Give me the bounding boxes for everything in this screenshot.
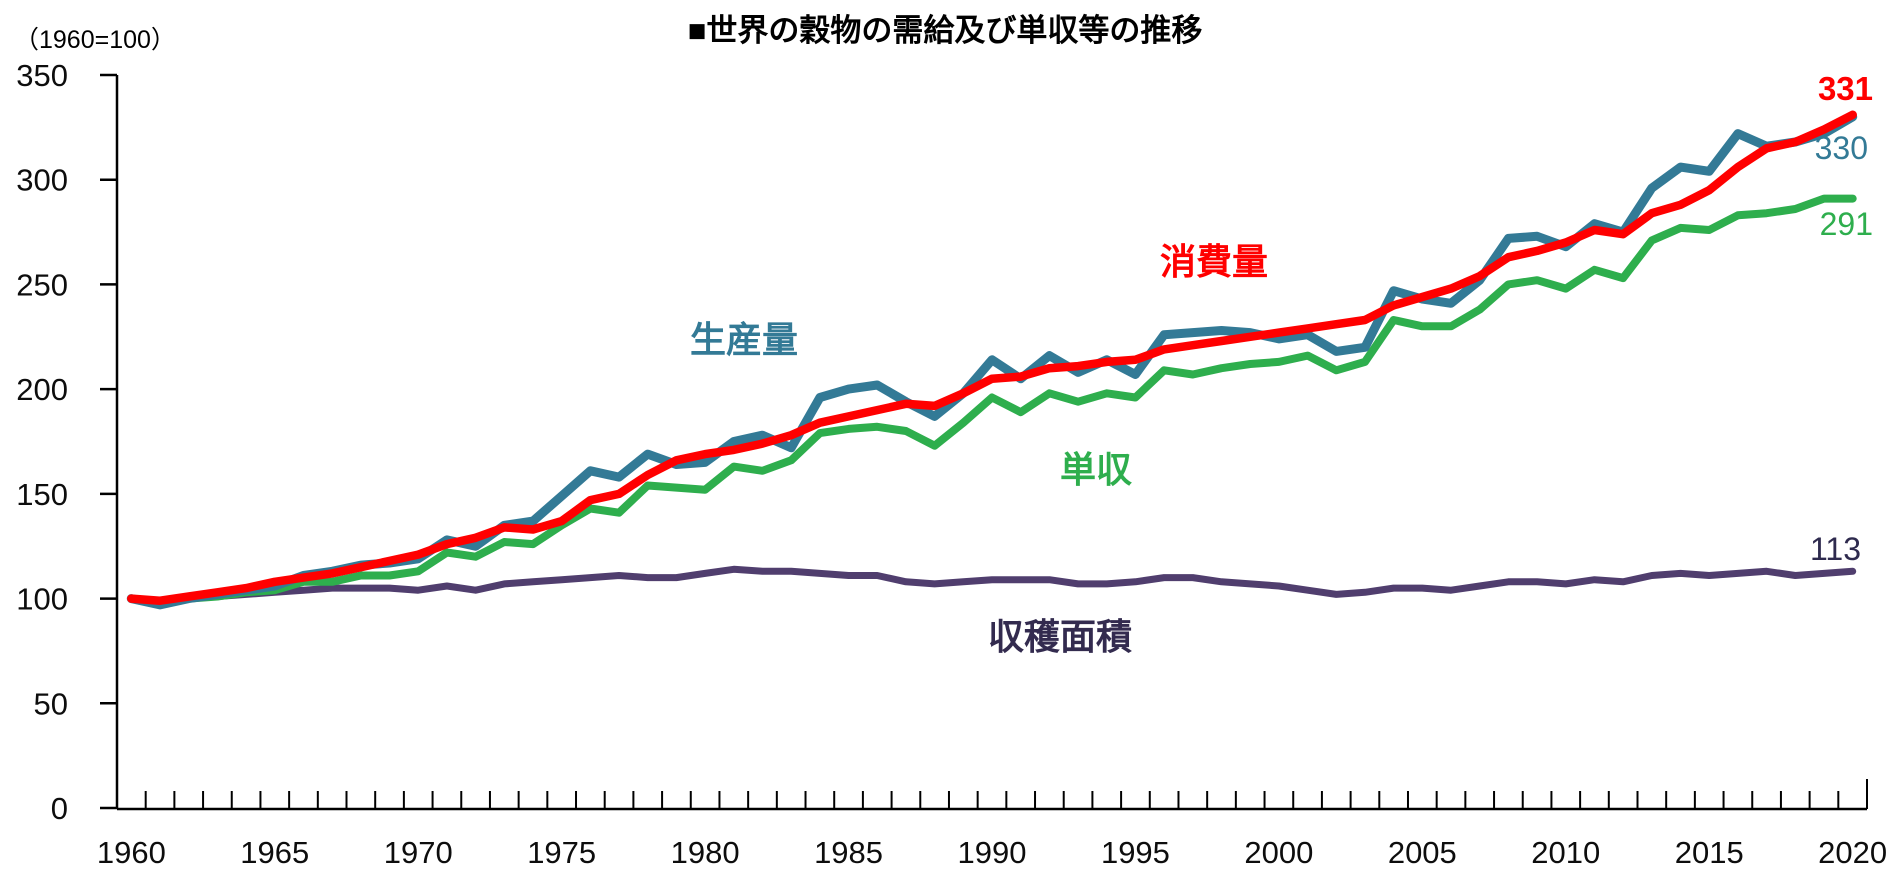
series-line-yield	[127, 194, 1857, 607]
x-axis-tick-label: 1965	[240, 835, 309, 870]
x-axis-tick-label: 1990	[958, 835, 1027, 870]
x-axis-tick-label: 1970	[384, 835, 453, 870]
x-axis-tick-label: 2000	[1244, 835, 1313, 870]
y-axis-tick-label: 350	[16, 58, 68, 93]
series-label-consumption: 消費量	[1160, 241, 1268, 282]
x-axis-tick-label: 2010	[1531, 835, 1600, 870]
x-axis-tick-label: 2005	[1388, 835, 1457, 870]
x-axis-tick-label: 2020	[1818, 835, 1887, 870]
chart-title: ■世界の穀物の需給及び単収等の推移	[688, 13, 1203, 48]
end-value-harvested-area: 113	[1810, 531, 1861, 567]
y-axis-tick-label: 50	[34, 686, 68, 721]
end-value-yield: 291	[1820, 206, 1873, 242]
x-axis-tick-label: 1985	[814, 835, 883, 870]
x-axis-tick-label: 1980	[671, 835, 740, 870]
series-label-production: 生産量	[690, 319, 798, 360]
y-axis-tick-label: 100	[16, 582, 68, 617]
x-axis-tick-label: 1960	[97, 835, 166, 870]
series-line-consumption	[127, 110, 1857, 605]
chart-generated-layer: 0 50 100 150 200 250 300 350 1960 1965 1970 1975 198…	[16, 58, 1887, 870]
series-line-harvested-area	[127, 565, 1857, 605]
x-axis-tick-label: 1975	[527, 835, 596, 870]
x-axis-tick-label: 2015	[1675, 835, 1744, 870]
x-axis-tick-label: 1995	[1101, 835, 1170, 870]
y-axis-tick-label: 0	[51, 791, 68, 826]
end-value-consumption: 331	[1818, 70, 1873, 107]
y-axis-tick-label: 150	[16, 477, 68, 512]
y-axis-tick-label: 200	[16, 372, 68, 407]
y-axis-tick-label: 300	[16, 163, 68, 198]
series-label-harvested-area: 収穫面積	[988, 616, 1132, 657]
end-value-production: 330	[1815, 130, 1868, 166]
y-axis-unit-label: （1960=100）	[14, 26, 176, 54]
series-line-production	[126, 112, 1858, 610]
series-label-yield: 単収	[1060, 449, 1132, 490]
y-axis-tick-label: 250	[16, 267, 68, 302]
